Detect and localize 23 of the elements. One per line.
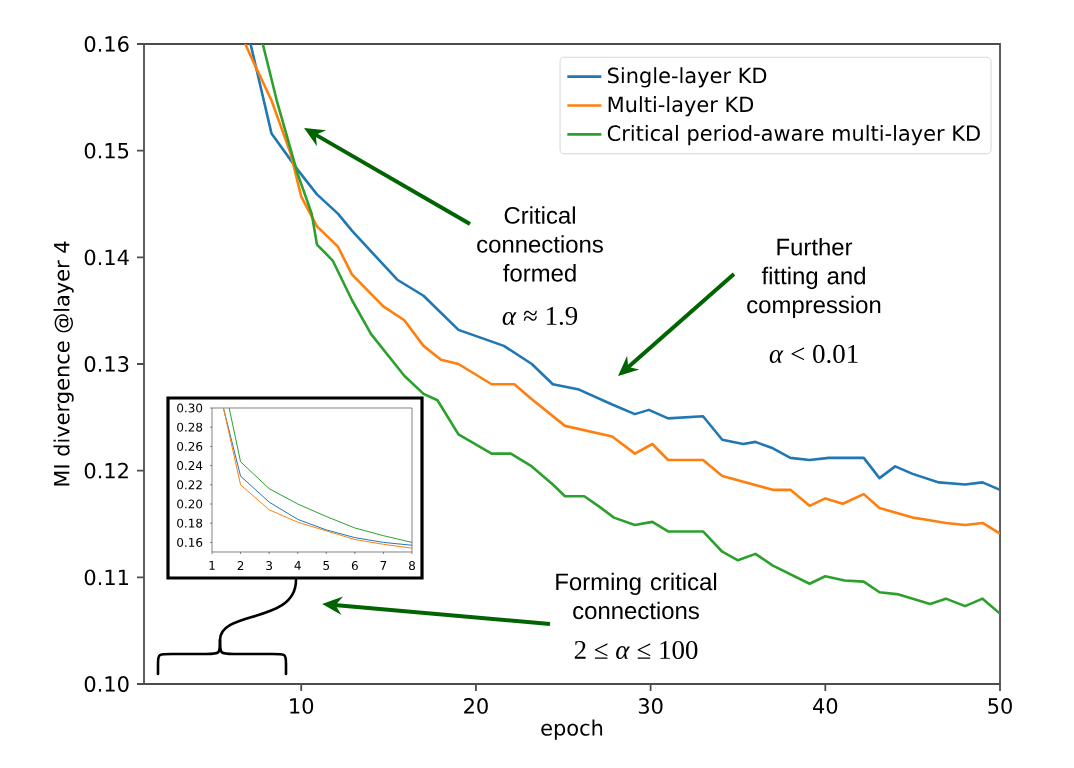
y-tick-label: 0.13 (84, 356, 129, 372)
legend-label: Multi-layer KD (608, 96, 754, 117)
y-tick-label: 0.12 (84, 462, 128, 479)
annotation: α < 0.01 (769, 344, 858, 364)
annotation: α ≈ 1.9 (502, 306, 578, 326)
x-axis-title: epoch (541, 719, 603, 740)
y-tick-label: 0.16 (84, 36, 129, 52)
x-tick-label: 30 (638, 698, 663, 714)
annotation: Forming critical connections (556, 572, 717, 620)
annotation: Further fitting and compression (747, 237, 881, 319)
legend-label: Critical period-aware multi-layer KD (607, 124, 980, 146)
annotation: 2 ≤ α ≤ 100 (574, 640, 698, 660)
y-tick-label: 0.15 (84, 142, 129, 159)
y-tick-label: 0.14 (84, 249, 129, 266)
y-tick-label: 0.10 (84, 676, 129, 692)
legend-label: Single-layer KD (608, 67, 767, 88)
y-axis-title: MI divergence @layer 4 (53, 241, 74, 486)
y-tick-label: 0.11 (84, 569, 129, 586)
x-tick-label: 40 (813, 698, 838, 714)
annotation: Critical connections formed (477, 206, 603, 282)
x-tick-label: 20 (464, 698, 488, 714)
x-tick-label: 10 (290, 698, 314, 714)
x-tick-label: 50 (988, 698, 1012, 714)
